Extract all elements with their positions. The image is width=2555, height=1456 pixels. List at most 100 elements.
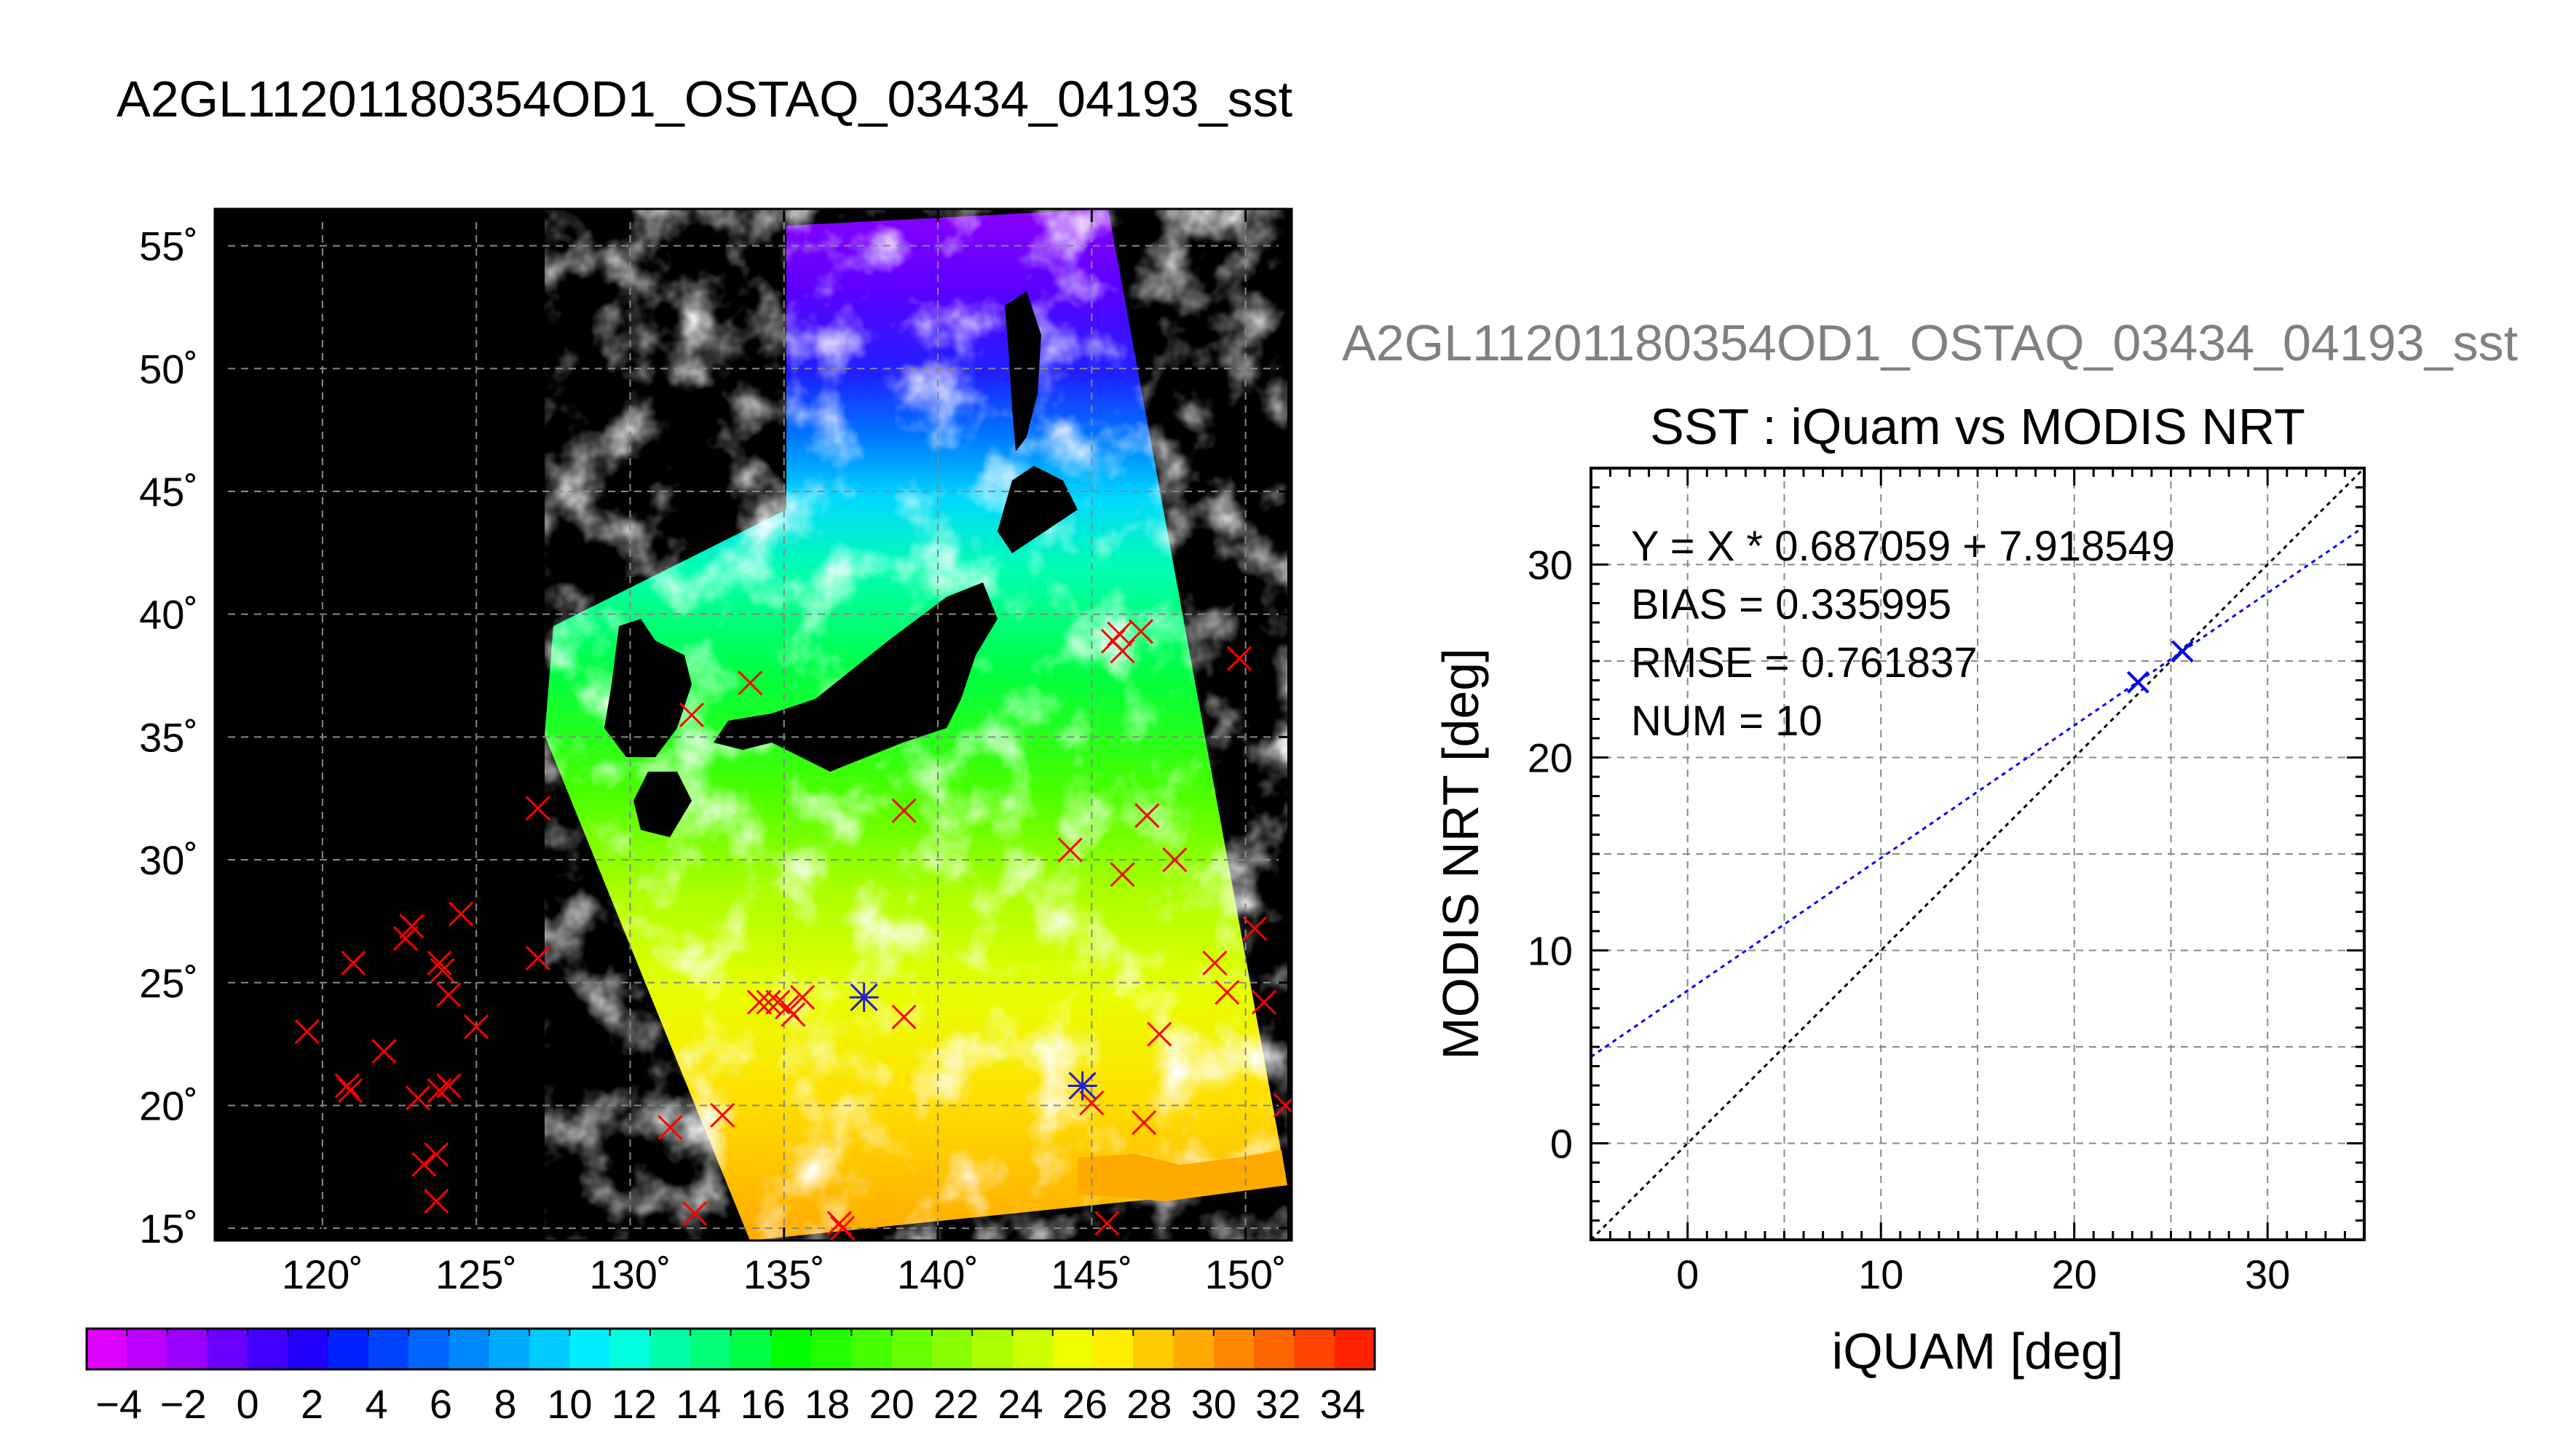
colorbar-cell [1334,1329,1375,1369]
stats-num: NUM = 10 [1631,697,1823,745]
sst-map: 120˚ 125˚ 130˚ 135˚ 140˚ 145˚ 150˚ 15˚ 20˚ 25˚ 30… [139,207,1293,1297]
matchup-marker [790,984,816,1010]
lon-tick-label: 130˚ [589,1251,671,1297]
lat-tick-label: 25˚ [139,960,198,1006]
colorbar-tick-label: 24 [998,1381,1043,1427]
colorbar-cell [1133,1329,1174,1369]
matchup-marker [781,1002,806,1027]
colorbar-cell [489,1329,530,1369]
matchup-marker [427,950,452,976]
colorbar-tick-label: 22 [933,1381,979,1427]
lat-tick-label: 15˚ [139,1206,198,1251]
matchup-marker [337,1078,363,1104]
stats-equation: Y = X * 0.687059 + 7.918549 [1631,523,2175,570]
matchup-marker [448,901,474,927]
matchup-marker [891,1004,917,1030]
matchup-marker [1079,1091,1105,1116]
colorbar-tick-label: 14 [676,1381,721,1427]
matchup-marker [399,914,424,939]
colorbar-cell [1254,1329,1295,1369]
matchup-marker [525,796,550,821]
matchup-marker [341,950,366,976]
colorbar-tick-label: 0 [237,1381,259,1427]
main-title: A2GL11201180354OD1_OSTAQ_03434_04193_sst [117,71,1292,127]
matchup-marker [405,1085,430,1111]
matchup-marker [1251,989,1277,1015]
colorbar-tick-label: 12 [612,1381,657,1427]
lat-tick-label: 50˚ [139,346,198,392]
lon-tick-label: 125˚ [435,1251,517,1297]
colorbar-cell [1213,1329,1255,1369]
scatter-points [2126,640,2194,694]
lon-tick-label: 120˚ [282,1251,363,1297]
colorbar-cell [569,1329,611,1369]
colorbar-tick-label: 26 [1062,1381,1107,1427]
colorbar-cell [167,1329,208,1369]
matchup-marker [1128,619,1154,644]
colorbar-tick-label: 18 [805,1381,850,1427]
colorbar-cell [288,1329,329,1369]
y-axis-label: MODIS NRT [deg] [1432,648,1489,1059]
matchup-marker [430,957,455,983]
colorbar-tick-label: 34 [1320,1381,1365,1427]
y-tick-label: 10 [1528,928,1573,974]
matchup-marker [392,925,419,951]
land-kyushu [633,772,692,837]
colorbar-cell [328,1329,369,1369]
lat-tick-label: 55˚ [139,223,198,269]
lat-tick-label: 30˚ [139,837,198,883]
colorbar-cell [690,1329,732,1369]
lat-tick-label: 20˚ [139,1083,198,1128]
colorbar-cell [1012,1329,1054,1369]
colorbar-tick-label: 6 [430,1381,452,1427]
matchup-markers [294,619,1292,1241]
colorbar-cell [449,1329,490,1369]
colorbar-tick-label: 10 [547,1381,592,1427]
matchup-marker [1057,837,1083,863]
map-frame [213,207,1293,1242]
scatter-point [2126,670,2149,694]
colorbar-cell [529,1329,570,1369]
lon-tick-label: 145˚ [1051,1251,1132,1297]
matchup-marker [1215,980,1240,1005]
highlight-markers [849,982,1097,1101]
matchup-marker [1273,1093,1292,1118]
lat-tick-label: 45˚ [139,469,198,515]
matchup-marker [829,1216,856,1241]
matchup-marker [424,1188,449,1214]
colorbar-tick-label: 16 [741,1381,786,1427]
map-lon-labels: 120˚ 125˚ 130˚ 135˚ 140˚ 145˚ 150˚ [282,1251,1287,1297]
y-tick-label: 30 [1528,542,1573,588]
colorbar-cell [891,1329,933,1369]
matchup-marker [891,798,917,823]
matchup-marker [682,1200,708,1226]
chart-title: SST : iQuam vs MODIS NRT [1650,398,2305,455]
colorbar-tick-label: 8 [494,1381,516,1427]
colorbar-cell [1173,1329,1215,1369]
matchup-marker [679,702,705,728]
x-axis-label: iQUAM [deg] [1832,1323,2124,1380]
matchup-marker [525,945,550,971]
matchup-marker [1162,847,1188,873]
colorbar-tick-label: 32 [1255,1381,1300,1427]
colorbar-tick-labels: −4 −2 0 2 4 6 8 10 12 14 16 18 20 22 24 26 28 30 32 34 [95,1381,1365,1427]
colorbar-tick-label: 2 [301,1381,323,1427]
colorbar-cell [368,1329,409,1369]
matchup-marker [756,989,781,1015]
matchup-marker [1227,646,1252,671]
one-to-one-line [1591,468,2364,1240]
lat-tick-label: 40˚ [139,592,198,638]
x-tick-label: 30 [2245,1251,2290,1297]
matchup-marker [1202,950,1228,976]
matchup-marker [424,1142,449,1167]
land-sakhalin [1005,291,1041,451]
colorbar-tick-label: 4 [365,1381,387,1427]
colorbar-cell [1052,1329,1094,1369]
colorbar-cell [127,1329,168,1369]
sst-colorbar: −4 −2 0 2 4 6 8 10 12 14 16 18 20 22 24 26 28 30 32 34 [85,1327,1376,1427]
matchup-marker [1242,916,1268,941]
x-tick-label: 20 [2052,1251,2097,1297]
scatter-chart: SST : iQuam vs MODIS NRT 0 10 20 30 0 10 20 30… [1432,398,2366,1380]
colorbar-frame [85,1327,1376,1371]
